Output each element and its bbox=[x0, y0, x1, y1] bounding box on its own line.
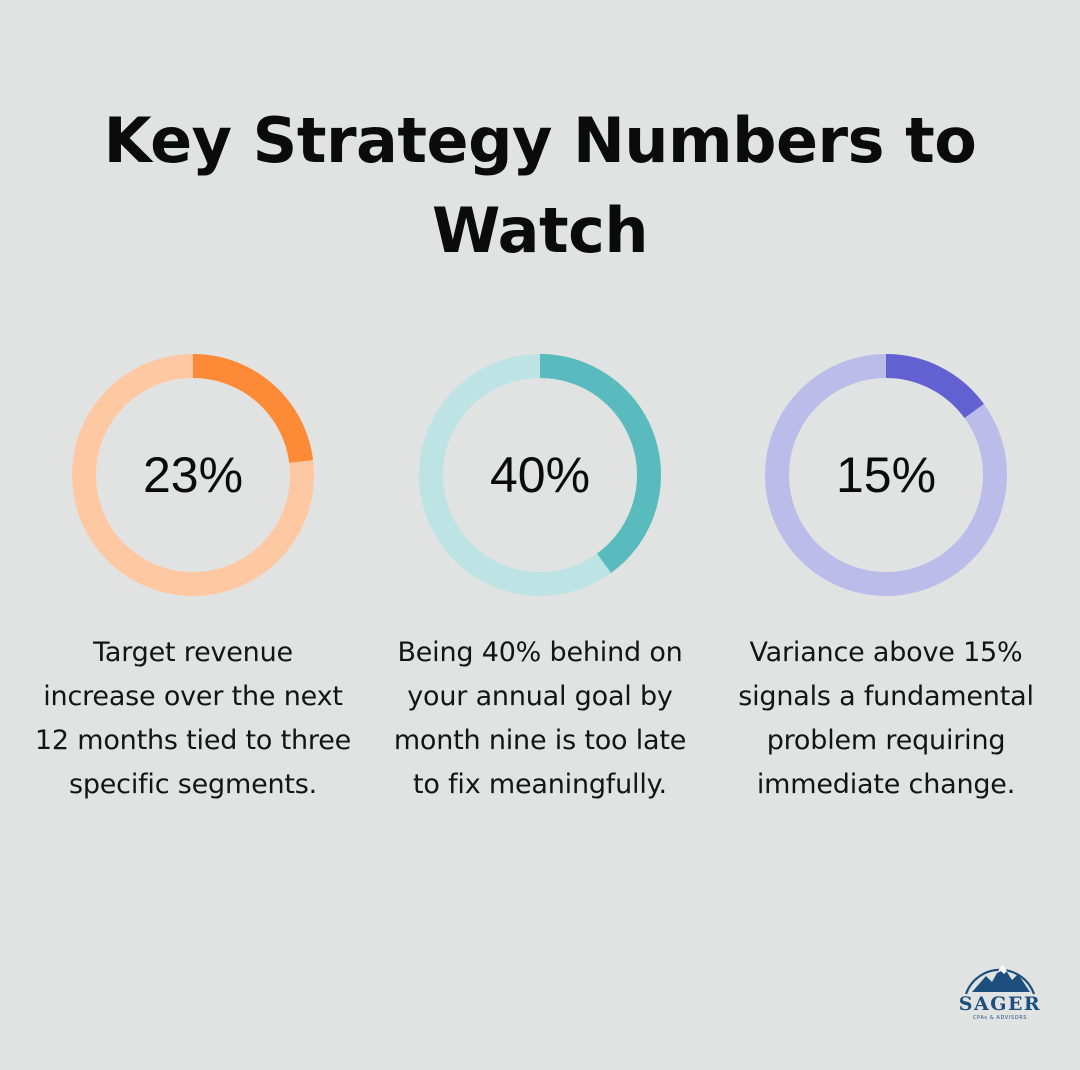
logo-tagline: CPAs & ADVISORS bbox=[973, 1015, 1027, 1021]
donut-value-1: 23% bbox=[143, 447, 243, 503]
stat-card-2: 40% Being 40% behind on your annual goal… bbox=[380, 353, 700, 807]
donut-arc-3 bbox=[765, 354, 1007, 596]
mountain-peaks-icon bbox=[972, 964, 1030, 992]
stat-card-1: 23% Target revenue increase over the nex… bbox=[33, 353, 353, 807]
logo-name: SAGER bbox=[959, 993, 1041, 1015]
donut-value-3: 15% bbox=[836, 447, 936, 503]
donut-arc-1 bbox=[72, 354, 314, 596]
donut-chart-3: 15% bbox=[765, 354, 1007, 596]
sager-logo: SAGER CPAs & ADVISORS bbox=[959, 964, 1041, 1021]
stat-card-3: 15% Variance above 15% signals a fundame… bbox=[726, 353, 1046, 807]
donut-chart-1: 23% bbox=[72, 354, 314, 596]
stat-description-3: Variance above 15% signals a fundamental… bbox=[738, 637, 1034, 800]
donut-arc-2 bbox=[419, 354, 661, 596]
page-title: Key Strategy Numbers to Watch bbox=[103, 104, 977, 267]
stat-description-2: Being 40% behind on your annual goal by … bbox=[393, 637, 687, 800]
donut-chart-2: 40% bbox=[419, 354, 661, 596]
stat-description-1: Target revenue increase over the next 12… bbox=[34, 637, 352, 800]
donut-value-2: 40% bbox=[490, 447, 590, 503]
mountain-snow-icon bbox=[997, 964, 1007, 974]
